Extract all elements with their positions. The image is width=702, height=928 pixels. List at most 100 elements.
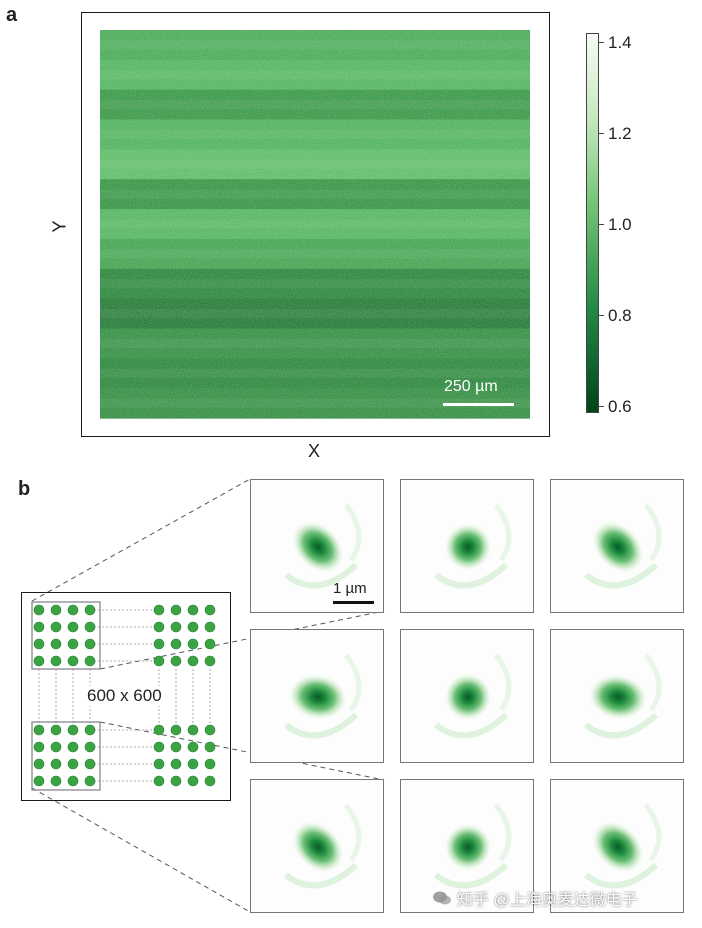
colorbar-tick: 0.8 [608, 306, 632, 325]
colorbar-tick-mark [598, 406, 604, 407]
psf-r2c1 [250, 629, 384, 763]
atom-dot [84, 775, 96, 787]
atom-dot [187, 741, 199, 753]
atom-dot [84, 741, 96, 753]
atom-dot [67, 655, 79, 667]
atom-dot [153, 724, 165, 736]
wechat-icon [433, 891, 451, 905]
atom-dot [187, 638, 199, 650]
atom-dot [170, 775, 182, 787]
atom-dot [33, 758, 45, 770]
atom-dot [153, 604, 165, 616]
scale-bar-b [333, 601, 374, 604]
atom-dot [50, 758, 62, 770]
atom-dot [204, 741, 216, 753]
atom-dot [153, 775, 165, 787]
panel-a-frame [81, 12, 550, 437]
atom-dot [153, 638, 165, 650]
atom-dot [204, 775, 216, 787]
psf-r1c1 [250, 479, 384, 613]
atom-array [31, 601, 216, 791]
atom-dot [33, 638, 45, 650]
atom-dot [84, 724, 96, 736]
atom-dot [204, 655, 216, 667]
watermark-text: 知乎 @上海奥麦达微电子 [457, 892, 638, 909]
atom-dot [153, 621, 165, 633]
atom-dot [187, 758, 199, 770]
atom-dot [153, 741, 165, 753]
psf-r1c2 [400, 479, 534, 613]
array-size-label: 600 x 600 [86, 686, 163, 706]
atom-dot [67, 621, 79, 633]
atom-dot [50, 604, 62, 616]
atom-dot [170, 621, 182, 633]
colorbar-tick: 1.0 [608, 215, 632, 234]
atom-dot [67, 758, 79, 770]
atom-dot [170, 638, 182, 650]
atom-dot [50, 741, 62, 753]
atom-dot [204, 638, 216, 650]
atom-dot [67, 775, 79, 787]
atom-dot [170, 758, 182, 770]
psf-r2c3 [550, 629, 684, 763]
atom-dot [187, 655, 199, 667]
atom-dot [67, 604, 79, 616]
scale-bar-label-a: 250 µm [444, 378, 498, 395]
atom-dot [33, 621, 45, 633]
psf-r2c2 [400, 629, 534, 763]
atom-dot [170, 604, 182, 616]
atom-dot [84, 758, 96, 770]
atom-dot [153, 758, 165, 770]
atom-dot [170, 741, 182, 753]
atom-dot [33, 604, 45, 616]
atom-dot [67, 724, 79, 736]
atom-dot [187, 724, 199, 736]
panel-a-letter: a [6, 4, 18, 26]
atom-dot [84, 604, 96, 616]
atom-dot [50, 655, 62, 667]
intensity-map [100, 30, 530, 419]
atom-dot [170, 655, 182, 667]
atom-dot [204, 724, 216, 736]
x-axis-label: X [308, 441, 321, 461]
colorbar-tick: 1.2 [608, 124, 632, 143]
colorbar-tick-mark [598, 224, 604, 225]
colorbar [586, 33, 599, 413]
colorbar-tick: 0.6 [608, 397, 632, 416]
colorbar-tick: 1.4 [608, 33, 632, 52]
atom-dot [204, 758, 216, 770]
colorbar-tick-mark [598, 315, 604, 316]
atom-dot [187, 775, 199, 787]
watermark: 知乎 @上海奥麦达微电子 [432, 886, 638, 910]
atom-array-frame [21, 592, 231, 801]
atom-dot [50, 621, 62, 633]
atom-dot [170, 724, 182, 736]
scale-bar-label-b: 1 µm [333, 580, 367, 597]
atom-dot [187, 604, 199, 616]
colorbar-tick-mark [598, 42, 604, 43]
atom-dot [187, 621, 199, 633]
panel-b-letter: b [18, 478, 31, 500]
atom-dot [33, 724, 45, 736]
atom-dot [50, 724, 62, 736]
psf-r1c3 [550, 479, 684, 613]
atom-dot [67, 638, 79, 650]
atom-dot [84, 655, 96, 667]
atom-dot [67, 741, 79, 753]
colorbar-tick-mark [598, 133, 604, 134]
psf-r3c3 [550, 779, 684, 913]
atom-dot [50, 775, 62, 787]
atom-dot [84, 638, 96, 650]
atom-dot [204, 604, 216, 616]
atom-dot [153, 655, 165, 667]
atom-dot [204, 621, 216, 633]
atom-dot [84, 621, 96, 633]
psf-r3c2 [400, 779, 534, 913]
scale-bar-a [443, 403, 514, 406]
atom-dot [33, 775, 45, 787]
atom-dot [50, 638, 62, 650]
psf-r3c1 [250, 779, 384, 913]
atom-dot [33, 741, 45, 753]
atom-dot [33, 655, 45, 667]
